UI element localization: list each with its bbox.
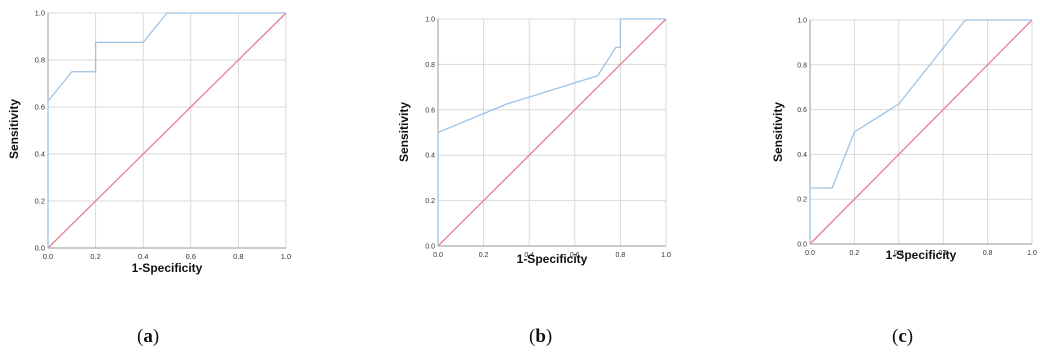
- y-tick-label-c: 0.4: [797, 152, 807, 159]
- caption-b: (b): [529, 326, 553, 347]
- y-tick-label-c: 0.8: [797, 62, 807, 69]
- x-tick-label-c: 0.2: [850, 250, 860, 257]
- y-tick-label-a: 0.6: [35, 103, 45, 112]
- x-tick-label-a: 0.6: [186, 252, 196, 261]
- caption-a: (a): [137, 326, 160, 347]
- x-tick-label-c: 0.6: [938, 250, 948, 257]
- roc-curve-c: [809, 19, 1032, 244]
- roc-curve-b: [437, 18, 666, 246]
- y-tick-label-c: 0.0: [797, 242, 807, 249]
- caption-c-letter: c: [898, 326, 907, 347]
- y-tick-label-a: 1.0: [35, 9, 45, 18]
- y-tick-label-a: 0.4: [35, 150, 45, 159]
- x-tick-label-c: 0.4: [894, 250, 904, 257]
- x-axis-title-c: 1-Specificity: [886, 248, 957, 262]
- y-tick-label-c: 1.0: [797, 18, 807, 25]
- y-tick-label-a: 0.2: [35, 197, 45, 206]
- reference-line-b: [437, 18, 667, 247]
- y-axis-title-b: Sensitivity: [397, 102, 411, 162]
- y-tick-label-b: 1.0: [425, 17, 435, 24]
- y-axis-title-c: Sensitivity: [771, 102, 785, 162]
- reference-line-c: [809, 19, 1033, 245]
- x-tick-label-a: 0.8: [233, 252, 243, 261]
- roc-chart-b: 0.0 0.2 0.4 0.6 0.8 1.0 0.0 0.2 0.4 0.6 0.8 1.0 1-Sp…: [397, 17, 671, 267]
- roc-panel-a: 0.0 0.2 0.4 0.6 0.8 1.0 0.0 0.2 0.4 0.6 0.8 1.0 1-Sp…: [0, 0, 300, 353]
- x-tick-label-b: 0.2: [479, 252, 489, 259]
- x-axis-title-a: 1-Specificity: [132, 261, 203, 275]
- roc-chart-a: 0.0 0.2 0.4 0.6 0.8 1.0 0.0 0.2 0.4 0.6 0.8 1.0 1-Sp…: [7, 9, 291, 276]
- roc-panel-c: 0.0 0.2 0.4 0.6 0.8 1.0 0.0 0.2 0.4 0.6 0.8 1.0 1-Sp…: [760, 0, 1040, 353]
- roc-chart-c: 0.0 0.2 0.4 0.6 0.8 1.0 0.0 0.2 0.4 0.6 0.8 1.0 1-Sp…: [771, 18, 1037, 263]
- x-tick-label-a: 0.4: [138, 252, 148, 261]
- y-tick-label-b: 0.2: [425, 198, 435, 205]
- roc-curve-a: [47, 12, 286, 248]
- y-tick-label-b: 0.0: [425, 244, 435, 251]
- x-tick-label-c: 1.0: [1027, 250, 1037, 257]
- x-tick-label-b: 0.4: [524, 252, 534, 259]
- x-tick-label-c: 0.0: [805, 250, 815, 257]
- x-axis-title-b: 1-Specificity: [517, 252, 588, 266]
- y-tick-label-c: 0.6: [797, 107, 807, 114]
- y-tick-label-a: 0.0: [35, 244, 45, 253]
- x-tick-label-c: 0.8: [983, 250, 993, 257]
- roc-panel-b: 0.0 0.2 0.4 0.6 0.8 1.0 0.0 0.2 0.4 0.6 0.8 1.0 1-Sp…: [390, 0, 690, 353]
- caption-c: (c): [892, 326, 914, 347]
- x-tick-label-a: 0.2: [90, 252, 100, 261]
- caption-b-letter: b: [535, 326, 546, 347]
- x-tick-label-b: 1.0: [661, 252, 671, 259]
- y-tick-label-a: 0.8: [35, 56, 45, 65]
- y-tick-label-c: 0.2: [797, 197, 807, 204]
- y-tick-label-b: 0.4: [425, 153, 435, 160]
- x-tick-label-b: 0.8: [616, 252, 626, 259]
- y-tick-label-b: 0.6: [425, 107, 435, 114]
- caption-a-letter: a: [143, 326, 153, 347]
- x-tick-label-a: 0.0: [43, 252, 53, 261]
- reference-line-a: [47, 12, 287, 249]
- x-tick-label-a: 1.0: [281, 252, 291, 261]
- x-tick-label-b: 0.6: [570, 252, 580, 259]
- y-tick-label-b: 0.8: [425, 62, 435, 69]
- y-axis-title-a: Sensitivity: [7, 99, 21, 159]
- x-tick-label-b: 0.0: [433, 252, 443, 259]
